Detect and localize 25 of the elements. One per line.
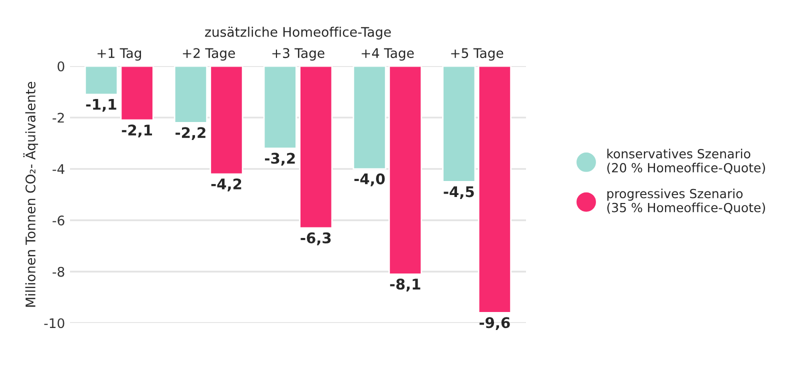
data-label: -1,1 xyxy=(86,99,116,112)
data-label: -4,2 xyxy=(211,178,242,192)
x-tick-label: +4 Tage xyxy=(362,48,414,61)
x-axis-title: zusätzliche Homeoffice-Tage xyxy=(205,26,391,40)
legend-label: konservatives Szenario (20 % Homeoffice-Quote) xyxy=(607,148,765,174)
y-tick-label: -2 xyxy=(52,112,64,123)
x-tick-label: +3 Tage xyxy=(272,48,324,61)
y-axis-title: Millionen Tonnen CO₂- Äquivalente xyxy=(23,82,38,307)
data-label: -3,2 xyxy=(264,152,295,166)
y-tick-label: -10 xyxy=(44,318,64,328)
data-label: -4,5 xyxy=(444,186,474,200)
legend-label: progressives Szenario (35 % Homeoffice-Quote) xyxy=(607,188,765,214)
x-tick-label: +5 Tage xyxy=(451,48,504,61)
y-tick-label: -4 xyxy=(52,164,64,174)
data-label: -2,2 xyxy=(176,127,206,140)
data-label: -6,3 xyxy=(300,232,331,246)
x-tick-label: +1 Tag xyxy=(98,48,141,61)
data-label: -9,6 xyxy=(480,317,510,330)
x-tick-label: +2 Tage xyxy=(182,48,235,61)
data-label: -4,0 xyxy=(354,173,385,186)
y-tick-label: -8 xyxy=(52,266,64,277)
data-label: -2,1 xyxy=(122,124,152,138)
y-tick-label: -6 xyxy=(52,215,64,226)
y-tick-label: 0 xyxy=(58,61,64,72)
data-label: -8,1 xyxy=(390,278,420,292)
